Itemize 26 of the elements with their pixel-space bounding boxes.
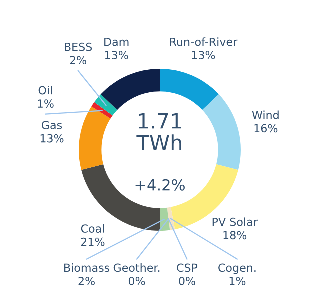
category-label: CSP	[177, 264, 198, 272]
slice-label: Gas	[42, 121, 62, 130]
text: 0%	[128, 277, 146, 286]
slice-label: Wind	[252, 110, 279, 120]
slice-label: Coal	[81, 224, 104, 233]
category-label: Geother.	[114, 264, 160, 272]
data-label: 1%	[38, 100, 54, 108]
slice-label: Biomass	[64, 264, 110, 272]
slice-label: Oil	[38, 86, 52, 95]
data-label: 13%	[192, 51, 216, 60]
text: 1.71 TWh	[136, 113, 182, 150]
data-label: 13%	[40, 134, 64, 143]
text: +4.2%	[136, 179, 185, 191]
data-label: 16%	[254, 124, 278, 133]
slice-label: Cogen.	[218, 264, 256, 274]
slice-label: PV Solar	[212, 218, 258, 226]
data-label: 21%	[81, 238, 105, 246]
data-label: 18%	[224, 231, 247, 240]
data-label: 2%	[70, 56, 86, 65]
slice-label: BESS	[65, 42, 92, 52]
text: 0%	[179, 277, 196, 286]
data-label: 13%	[105, 51, 128, 60]
data-label: 1%	[230, 277, 246, 286]
slice-label: Dam	[104, 38, 129, 46]
slice-label: Run-of-River	[170, 38, 238, 46]
data-label: 2%	[78, 277, 95, 286]
